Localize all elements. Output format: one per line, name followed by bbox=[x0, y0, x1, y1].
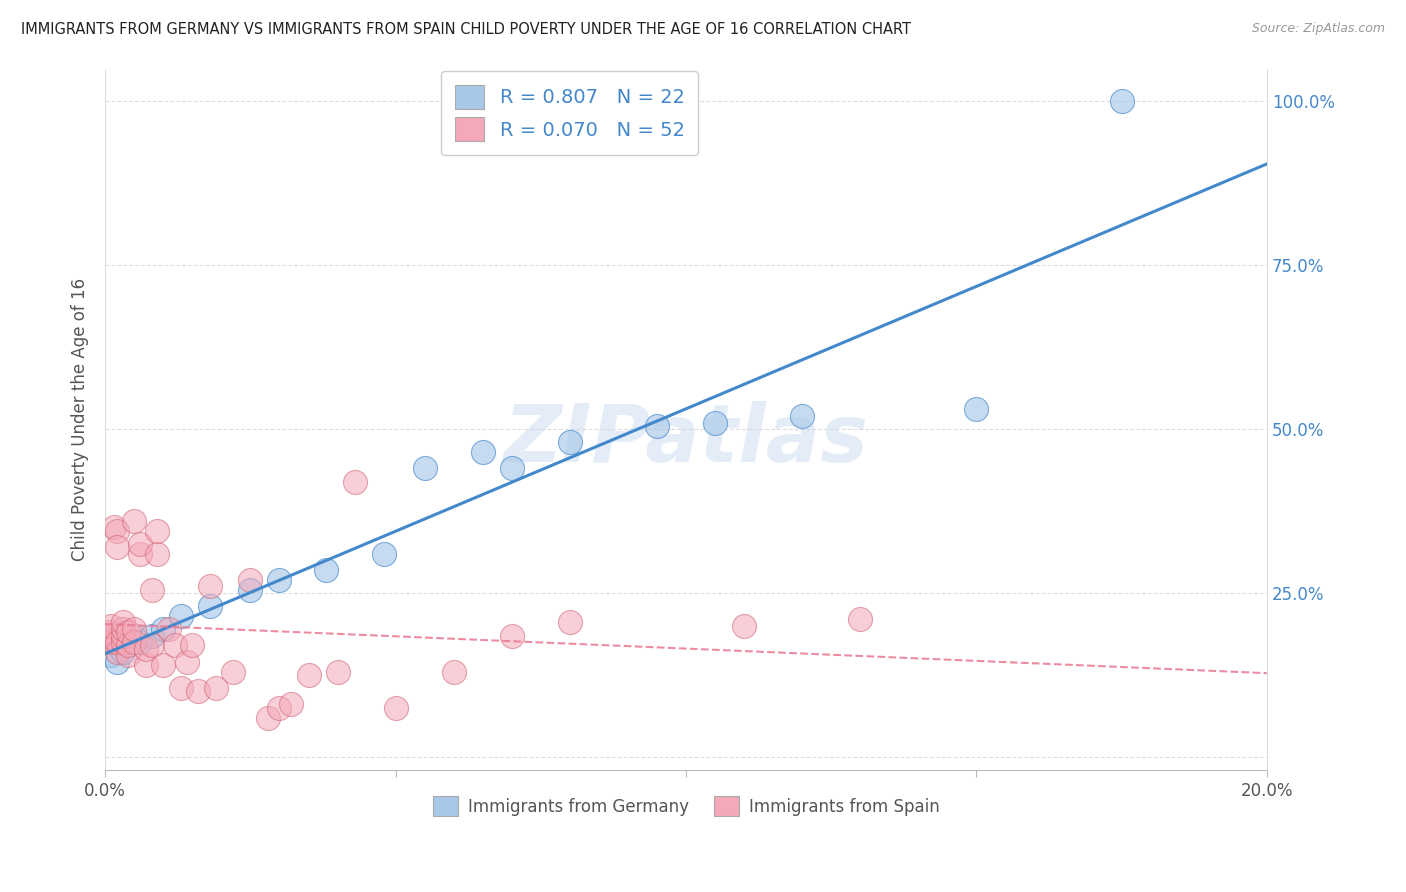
Point bbox=[222, 665, 245, 679]
Point bbox=[163, 639, 186, 653]
Point bbox=[129, 537, 152, 551]
Point bbox=[105, 540, 128, 554]
Point bbox=[146, 524, 169, 538]
Point bbox=[343, 475, 366, 489]
Point bbox=[105, 524, 128, 538]
Text: ZIPatlas: ZIPatlas bbox=[503, 401, 869, 479]
Point bbox=[97, 632, 120, 646]
Point bbox=[257, 710, 280, 724]
Point bbox=[326, 665, 349, 679]
Point bbox=[501, 629, 523, 643]
Point bbox=[146, 547, 169, 561]
Point bbox=[135, 641, 157, 656]
Point bbox=[558, 435, 581, 450]
Point bbox=[111, 645, 134, 659]
Legend: Immigrants from Germany, Immigrants from Spain: Immigrants from Germany, Immigrants from… bbox=[425, 788, 948, 825]
Point bbox=[297, 668, 319, 682]
Point bbox=[204, 681, 226, 695]
Point bbox=[239, 573, 262, 587]
Point bbox=[384, 700, 406, 714]
Point bbox=[129, 547, 152, 561]
Point bbox=[501, 461, 523, 475]
Point bbox=[96, 635, 118, 649]
Point bbox=[170, 681, 193, 695]
Point bbox=[280, 698, 302, 712]
Point bbox=[198, 599, 221, 613]
Point bbox=[792, 409, 814, 423]
Point bbox=[152, 622, 174, 636]
Point bbox=[181, 639, 204, 653]
Point bbox=[117, 648, 139, 663]
Point bbox=[122, 514, 145, 528]
Point bbox=[141, 582, 163, 597]
Point bbox=[170, 609, 193, 624]
Point bbox=[269, 700, 291, 714]
Point bbox=[176, 655, 198, 669]
Point bbox=[122, 629, 145, 643]
Point bbox=[152, 658, 174, 673]
Point bbox=[645, 418, 668, 433]
Point bbox=[1111, 95, 1133, 109]
Point bbox=[733, 619, 755, 633]
Point bbox=[141, 629, 163, 643]
Point bbox=[129, 635, 152, 649]
Point bbox=[373, 547, 395, 561]
Point bbox=[704, 416, 727, 430]
Point bbox=[141, 639, 163, 653]
Point bbox=[117, 639, 139, 653]
Point bbox=[849, 612, 872, 626]
Text: Source: ZipAtlas.com: Source: ZipAtlas.com bbox=[1251, 22, 1385, 36]
Point bbox=[135, 658, 157, 673]
Point bbox=[111, 622, 134, 636]
Point bbox=[443, 665, 465, 679]
Point bbox=[105, 645, 128, 659]
Point bbox=[100, 619, 122, 633]
Y-axis label: Child Poverty Under the Age of 16: Child Poverty Under the Age of 16 bbox=[72, 277, 89, 561]
Point bbox=[471, 445, 494, 459]
Point bbox=[187, 684, 209, 698]
Point bbox=[558, 615, 581, 630]
Point bbox=[122, 635, 145, 649]
Point bbox=[315, 563, 337, 577]
Point bbox=[105, 635, 128, 649]
Point bbox=[269, 573, 291, 587]
Point bbox=[111, 635, 134, 649]
Text: IMMIGRANTS FROM GERMANY VS IMMIGRANTS FROM SPAIN CHILD POVERTY UNDER THE AGE OF : IMMIGRANTS FROM GERMANY VS IMMIGRANTS FR… bbox=[21, 22, 911, 37]
Point bbox=[100, 635, 122, 649]
Point bbox=[117, 625, 139, 640]
Point bbox=[122, 622, 145, 636]
Point bbox=[239, 582, 262, 597]
Point bbox=[98, 625, 121, 640]
Point bbox=[157, 622, 180, 636]
Point bbox=[966, 402, 988, 417]
Point bbox=[103, 520, 125, 534]
Point bbox=[111, 629, 134, 643]
Point bbox=[100, 629, 122, 643]
Point bbox=[198, 579, 221, 593]
Point bbox=[111, 615, 134, 630]
Point bbox=[100, 648, 122, 663]
Point bbox=[413, 461, 436, 475]
Point bbox=[105, 655, 128, 669]
